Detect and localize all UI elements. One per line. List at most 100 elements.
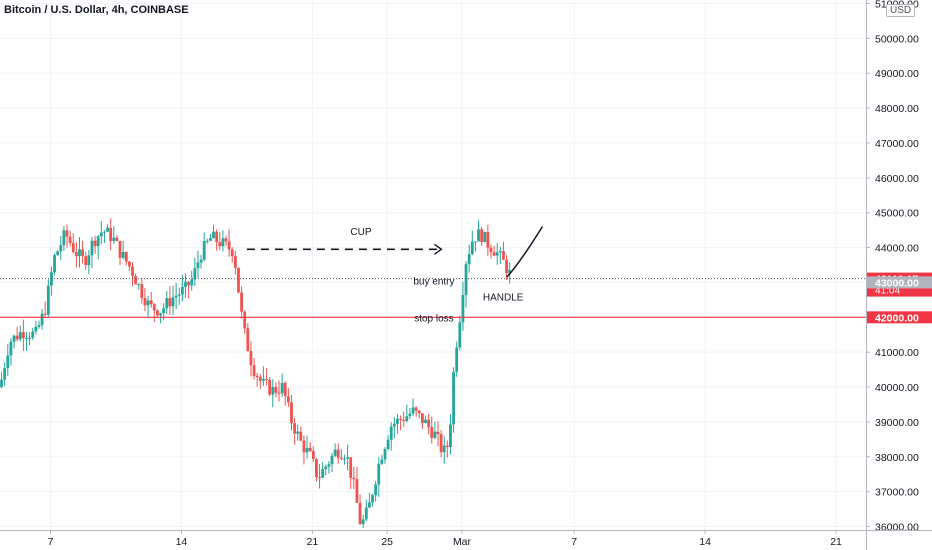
candle-body (308, 447, 312, 451)
candle-body (399, 418, 402, 420)
candle-body (193, 268, 197, 280)
candle-body (131, 266, 134, 276)
candle-body (421, 413, 424, 424)
candle-body (327, 464, 331, 467)
candle-body (324, 466, 328, 470)
candle-body (246, 328, 250, 351)
time-axis[interactable]: 7 14 21 25 Mar 7 14 21 (0, 530, 932, 548)
candle-body (305, 447, 309, 453)
candles (0, 218, 512, 529)
candle-body (293, 423, 296, 434)
candle-body (168, 298, 172, 307)
candle-body (28, 337, 32, 339)
candle-body (489, 247, 493, 253)
candle-body (78, 249, 81, 257)
price-tick-label: 49000.00 (875, 68, 919, 80)
candle-body (268, 379, 272, 395)
candle-body (71, 243, 75, 253)
candle-body (495, 252, 499, 256)
candle-body (199, 259, 203, 263)
candle-body (480, 229, 484, 242)
time-tick-label: 21 (307, 536, 319, 548)
candle-body (449, 424, 452, 447)
candle-body (377, 463, 381, 485)
price-tick-label: 38000.00 (875, 452, 919, 464)
candle-body (6, 355, 10, 369)
candle-body (240, 292, 243, 312)
candle-body (299, 431, 303, 441)
candle-body (358, 502, 362, 525)
candle-body (21, 332, 25, 339)
price-axis[interactable]: 51000.0050000.0049000.0048000.0047000.00… (866, 0, 932, 550)
candle-body (53, 255, 56, 273)
candle-body (483, 231, 487, 242)
candle-body (277, 392, 281, 394)
candle-body (355, 479, 359, 503)
candle-body (436, 431, 440, 435)
candle-body (12, 335, 16, 342)
candle-body (283, 382, 287, 397)
candle-body (202, 241, 206, 260)
candle-body (286, 396, 290, 403)
candle-body (470, 241, 474, 255)
price-badge (867, 311, 932, 324)
candle-body (368, 502, 371, 508)
candle-body (171, 297, 175, 307)
candle-body (165, 298, 169, 309)
candle-body (68, 236, 72, 244)
price-tick-label: 39000.00 (875, 417, 919, 429)
candle-body (209, 238, 212, 241)
candle-body (152, 304, 156, 311)
candle-body (127, 261, 131, 267)
candle-body (364, 507, 368, 520)
candle-body (196, 262, 200, 269)
candle-body (156, 310, 159, 316)
price-tick-label: 36000.00 (875, 522, 919, 534)
candle-body (505, 259, 508, 274)
price-tick-label: 46000.00 (875, 173, 919, 185)
candle-body (424, 419, 427, 424)
candle-body (271, 387, 275, 395)
candle-body (311, 450, 315, 459)
candle-body (212, 231, 215, 239)
drawings: CUP buy entry HANDLE stop loss (246, 226, 544, 324)
candle-body (227, 241, 231, 250)
candle-body (280, 382, 284, 394)
candle-body (492, 252, 496, 256)
price-badge (867, 276, 932, 289)
candle-body (408, 413, 412, 417)
currency-badge[interactable]: USD (886, 4, 916, 17)
time-tick-label: 14 (699, 536, 711, 548)
candle-body (146, 300, 150, 306)
candle-body (3, 368, 7, 380)
candle-body (18, 332, 22, 340)
candle-body (252, 365, 256, 376)
price-tick-label: 40000.00 (875, 382, 919, 394)
candle-body (433, 431, 437, 438)
candle-body (218, 242, 222, 247)
candle-body (99, 232, 103, 237)
candle-body (262, 378, 265, 381)
handle-curve (506, 226, 544, 278)
candle-body (290, 402, 293, 424)
candle-body (296, 431, 300, 434)
candle-body (215, 231, 219, 243)
candle-body (445, 445, 449, 447)
price-tick-label: 50000.00 (875, 33, 919, 45)
time-tick-label: 21 (830, 536, 842, 548)
candle-body (258, 377, 262, 381)
candle-body (37, 325, 41, 327)
candle-body (137, 284, 141, 286)
candle-body (177, 294, 181, 296)
candle-body (230, 249, 234, 257)
candle-body (31, 331, 35, 338)
candle-body (486, 231, 490, 248)
candle-body (115, 237, 119, 241)
candle-body (159, 313, 162, 316)
candle-body (149, 300, 153, 305)
candle-body (124, 252, 128, 262)
candle-body (411, 407, 415, 414)
candle-body (106, 227, 109, 232)
price-badge-label: 42000.00 (875, 312, 919, 324)
